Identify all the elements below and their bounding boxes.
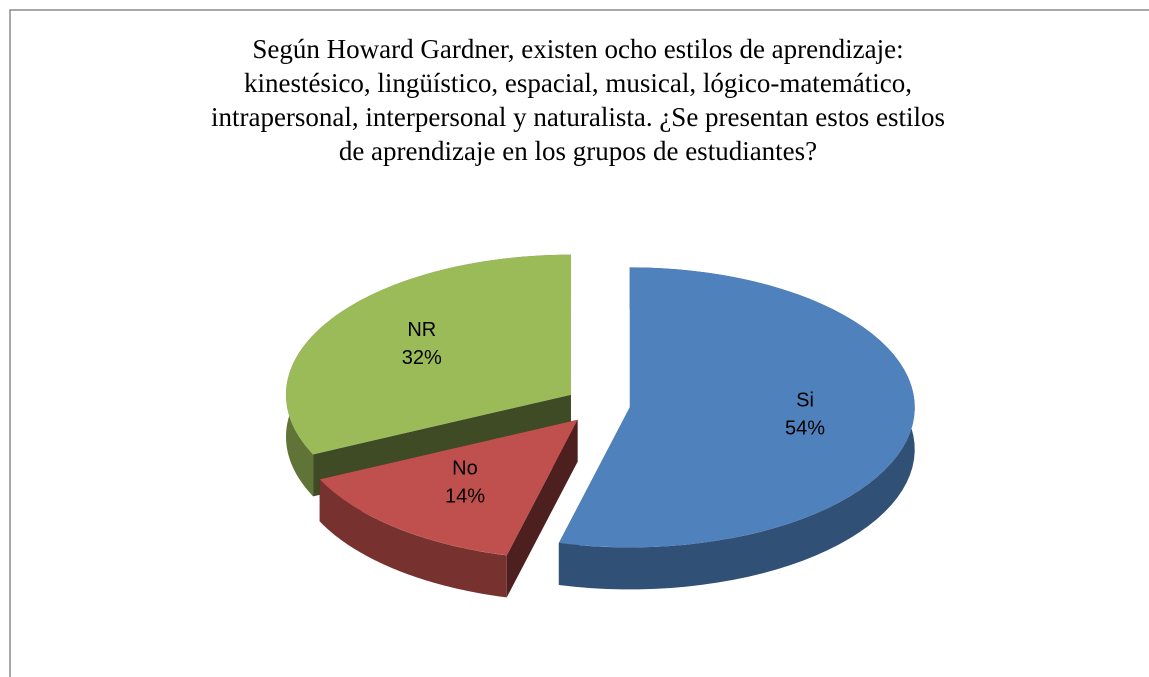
slice-category: No xyxy=(452,458,478,480)
slice-value-label: 54% xyxy=(785,417,825,439)
slice-wall xyxy=(319,479,507,598)
pie-slice xyxy=(319,419,578,598)
chart-title: Según Howard Gardner, existen ocho estil… xyxy=(211,34,945,166)
slice-top xyxy=(285,254,571,455)
chart-title-line: intrapersonal, interpersonal y naturalis… xyxy=(211,102,945,132)
chart-title-line: kinestésico, lingüístico, espacial, musi… xyxy=(244,68,912,98)
slice-top xyxy=(558,267,915,548)
chart-title-line: Según Howard Gardner, existen ocho estil… xyxy=(252,34,903,64)
chart-title-line: de aprendizaje en los grupos de estudian… xyxy=(339,136,817,166)
slice-value-label: 32% xyxy=(402,347,442,369)
slice-wall xyxy=(558,267,915,590)
slice-top xyxy=(319,419,578,556)
data-labels: NR 32% Si 54% No 14% xyxy=(402,319,826,507)
slice-category: Si xyxy=(796,389,814,411)
pie-slice xyxy=(558,267,915,590)
pie xyxy=(285,254,915,598)
slice-category: NR xyxy=(407,319,436,341)
slice-value-label: 14% xyxy=(445,486,485,508)
